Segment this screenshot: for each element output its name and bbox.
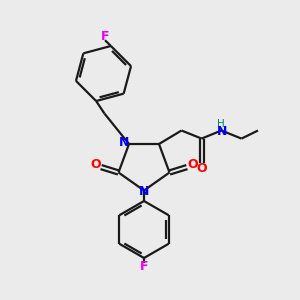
Text: F: F bbox=[140, 260, 148, 274]
Text: F: F bbox=[101, 30, 109, 43]
Text: O: O bbox=[90, 158, 101, 171]
Text: O: O bbox=[187, 158, 198, 171]
Text: N: N bbox=[119, 136, 130, 149]
Text: N: N bbox=[217, 125, 227, 139]
Text: H: H bbox=[217, 119, 225, 129]
Text: N: N bbox=[139, 184, 149, 198]
Text: O: O bbox=[196, 162, 207, 175]
